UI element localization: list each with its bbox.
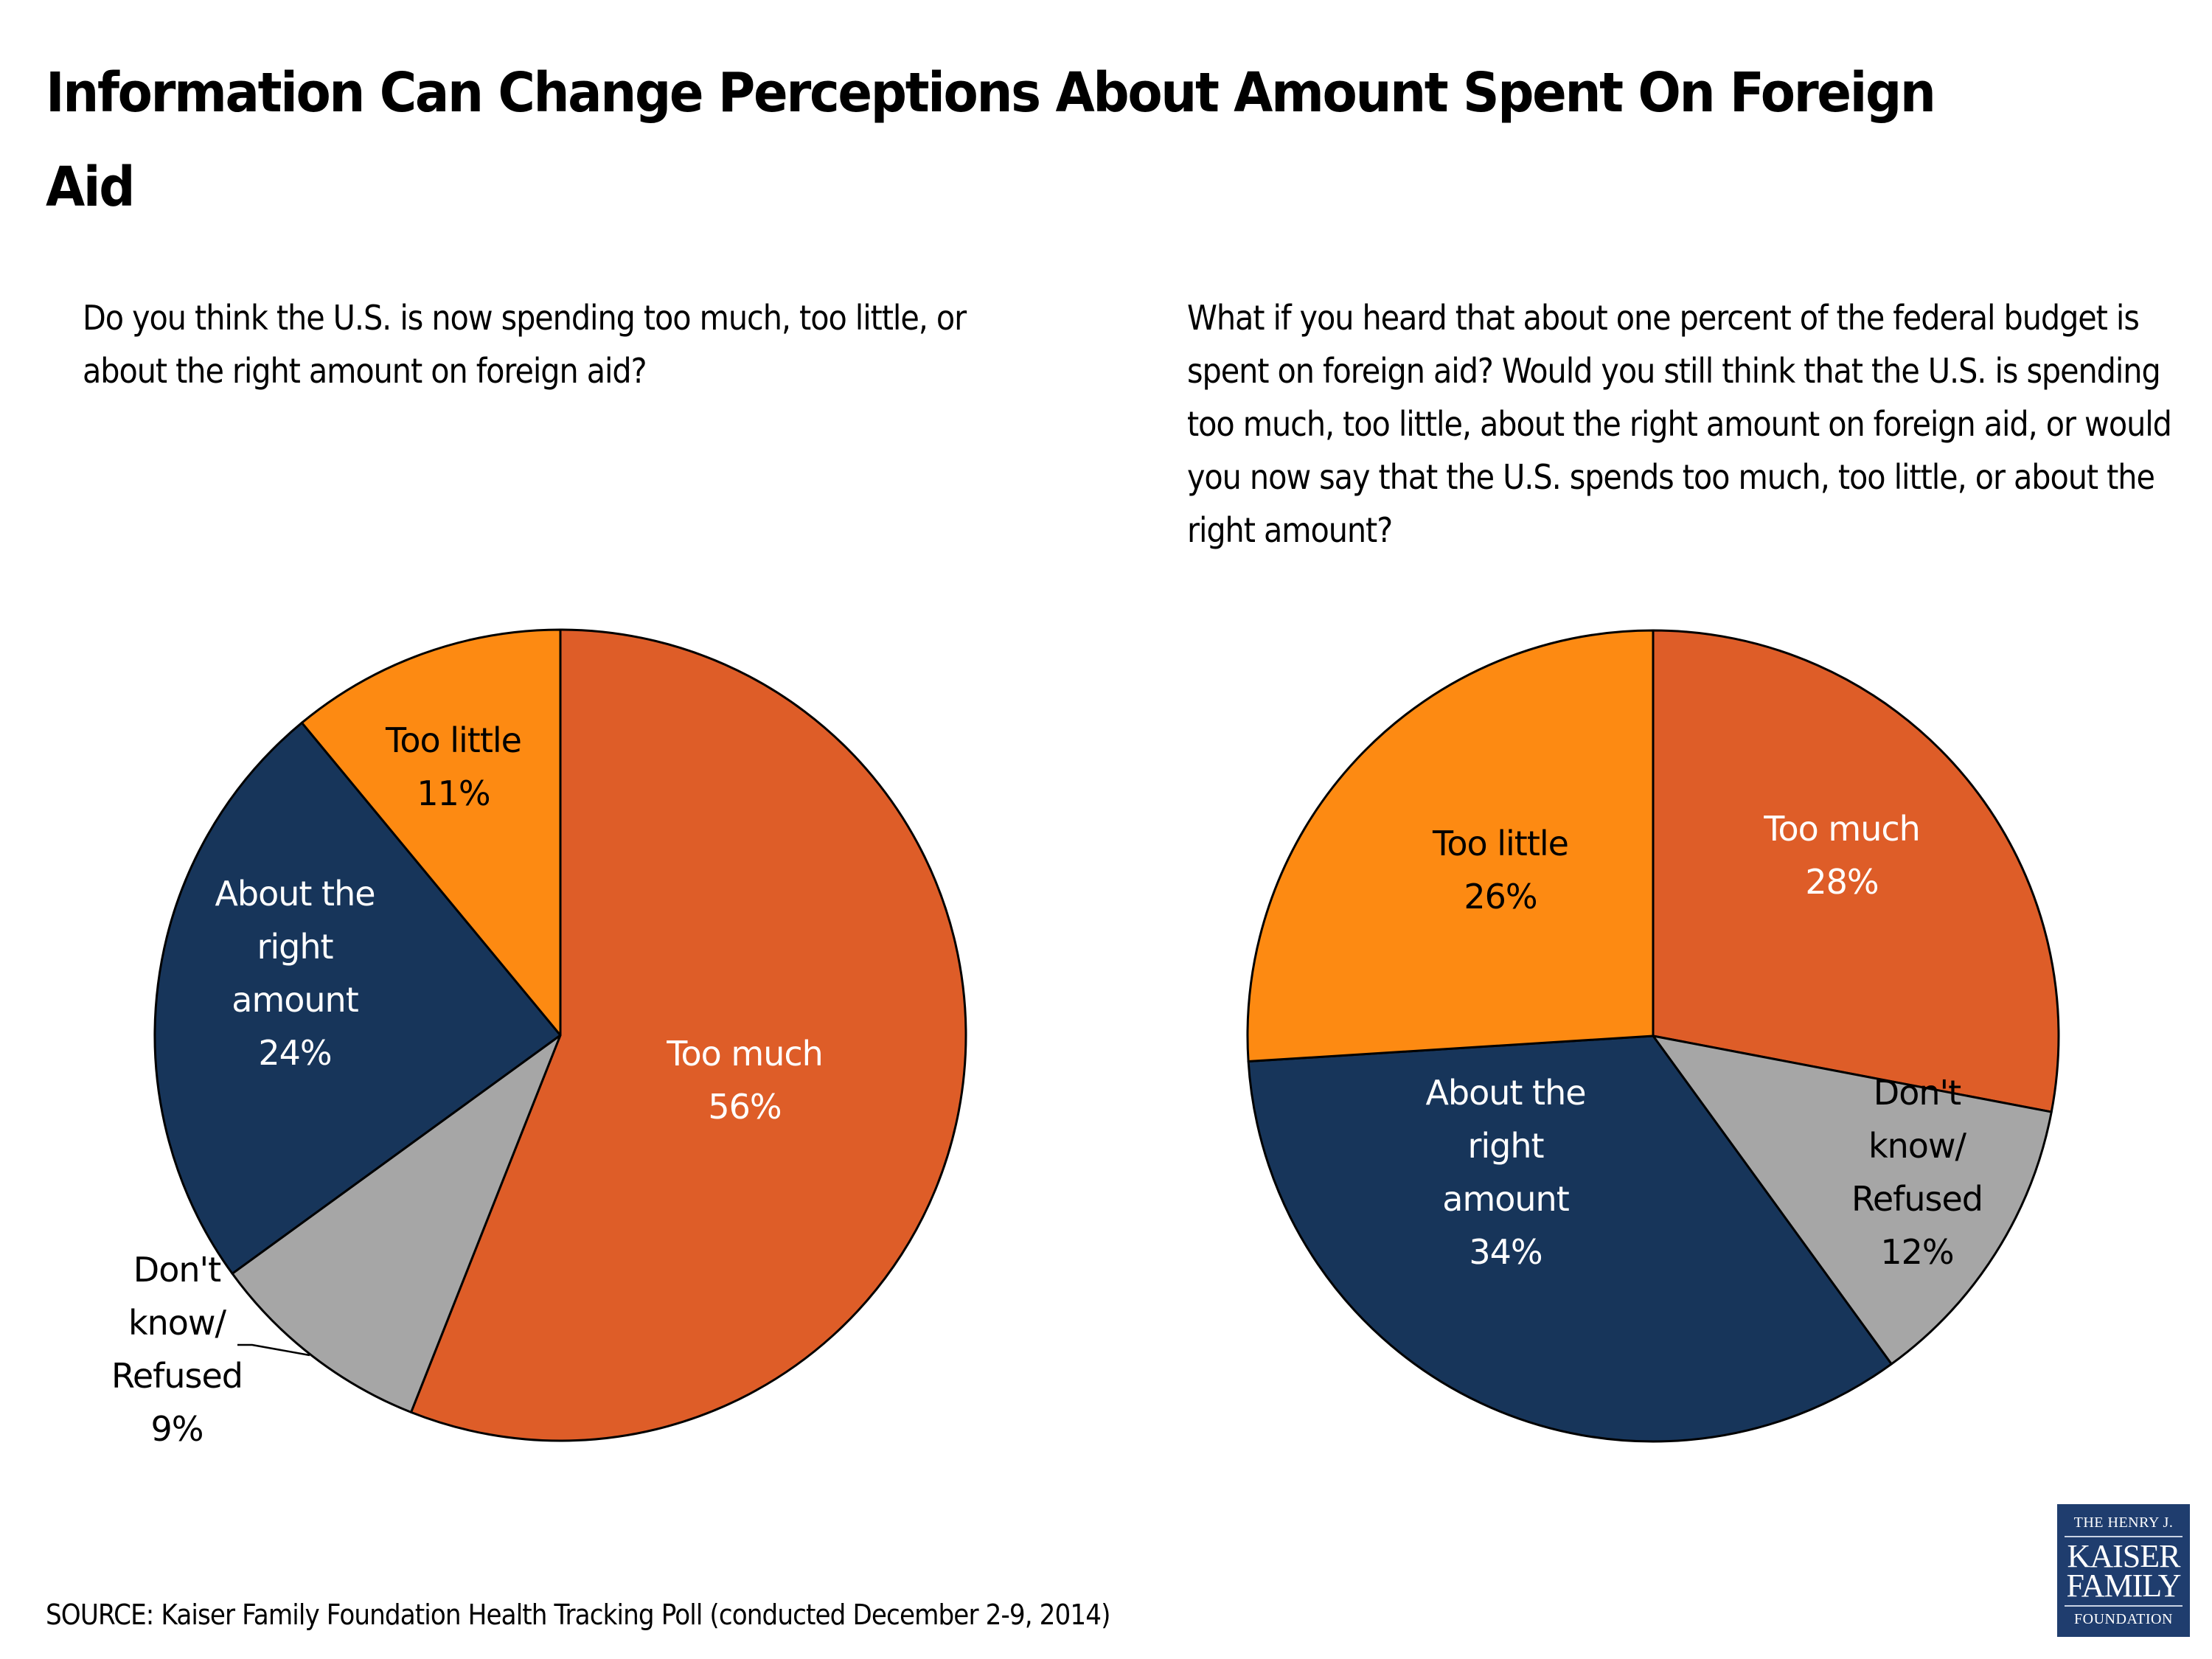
slice-category: Refused bbox=[111, 1356, 243, 1396]
chart-title: Information Can Change Perceptions About… bbox=[46, 61, 1936, 219]
logo-rule bbox=[2065, 1536, 2183, 1537]
slice-label-dont-know: Don't know/Refused 9% bbox=[111, 1250, 243, 1449]
logo-rule bbox=[2065, 1605, 2183, 1607]
slice-value: 26% bbox=[1464, 877, 1537, 917]
pie-slice-about-right bbox=[1247, 1034, 1893, 1443]
slice-category: amount bbox=[1442, 1179, 1569, 1219]
kff-logo: THE HENRY J. KAISER FAMILY FOUNDATION bbox=[2057, 1504, 2190, 1637]
slice-category: know/ bbox=[128, 1303, 227, 1343]
slice-label-too-much: Too much 28% bbox=[1763, 809, 1920, 902]
slice-category: amount bbox=[232, 980, 358, 1020]
slice-category: right bbox=[257, 927, 333, 967]
pie-slice-dont-know bbox=[1652, 1034, 2053, 1366]
right-question: What if you heard that about one percent… bbox=[1187, 298, 2172, 550]
slice-category: About the bbox=[1425, 1073, 1585, 1113]
leader-line bbox=[237, 1343, 310, 1357]
slice-label-too-little: Too little 11% bbox=[385, 720, 521, 813]
slice-category: Too much bbox=[1763, 809, 1920, 849]
slice-value: 34% bbox=[1469, 1232, 1542, 1272]
logo-line-1: THE HENRY J. bbox=[2073, 1514, 2174, 1531]
slice-category: Too little bbox=[1432, 824, 1568, 863]
pie-before-info: Too much 56% Don't know/Refused 9% About the r… bbox=[111, 628, 967, 1449]
pie-slice-dont-know bbox=[231, 1034, 562, 1413]
slice-label-too-much: Too much 56% bbox=[666, 1034, 823, 1127]
logo-line-4: FOUNDATION bbox=[2074, 1611, 2173, 1627]
slice-value: 24% bbox=[258, 1033, 331, 1073]
slice-category: Don't bbox=[1874, 1073, 1961, 1113]
slice-category: know/ bbox=[1868, 1126, 1967, 1166]
pie-slice-about-right bbox=[153, 721, 562, 1275]
slice-category: Too much bbox=[666, 1034, 823, 1074]
slice-label-about-right: About the right amount 34% bbox=[1425, 1073, 1585, 1272]
slice-category: Refused bbox=[1851, 1179, 1983, 1219]
pie-slice-too-much bbox=[1652, 629, 2060, 1113]
pie-slice-too-little bbox=[300, 628, 562, 1037]
slice-value: 56% bbox=[708, 1087, 781, 1127]
pie-slice-too-much bbox=[410, 628, 967, 1442]
logo-line-3: FAMILY bbox=[2066, 1568, 2181, 1604]
slice-value: 28% bbox=[1805, 862, 1878, 902]
source-note: SOURCE: Kaiser Family Foundation Health … bbox=[46, 1599, 1110, 1631]
slice-value: 11% bbox=[417, 773, 490, 813]
slice-label-too-little: Too little 26% bbox=[1432, 824, 1568, 917]
slice-category: About the bbox=[215, 874, 375, 914]
slice-value: 9% bbox=[151, 1409, 204, 1449]
pie-after-info: Too much 28% Don't know/Refused 12% About the… bbox=[1246, 629, 2060, 1443]
slice-label-about-right: About the right amount 24% bbox=[215, 874, 375, 1073]
left-question: Do you think the U.S. is now spending to… bbox=[83, 298, 967, 391]
slice-category: right bbox=[1467, 1126, 1543, 1166]
slice-category: Don't bbox=[133, 1250, 220, 1290]
slice-value: 12% bbox=[1880, 1232, 1953, 1272]
pie-slice-too-little bbox=[1246, 629, 1655, 1063]
logo-line-2: KAISER bbox=[2067, 1538, 2181, 1574]
slice-label-dont-know: Don't know/Refused 12% bbox=[1851, 1073, 1983, 1272]
slice-category: Too little bbox=[385, 720, 521, 760]
